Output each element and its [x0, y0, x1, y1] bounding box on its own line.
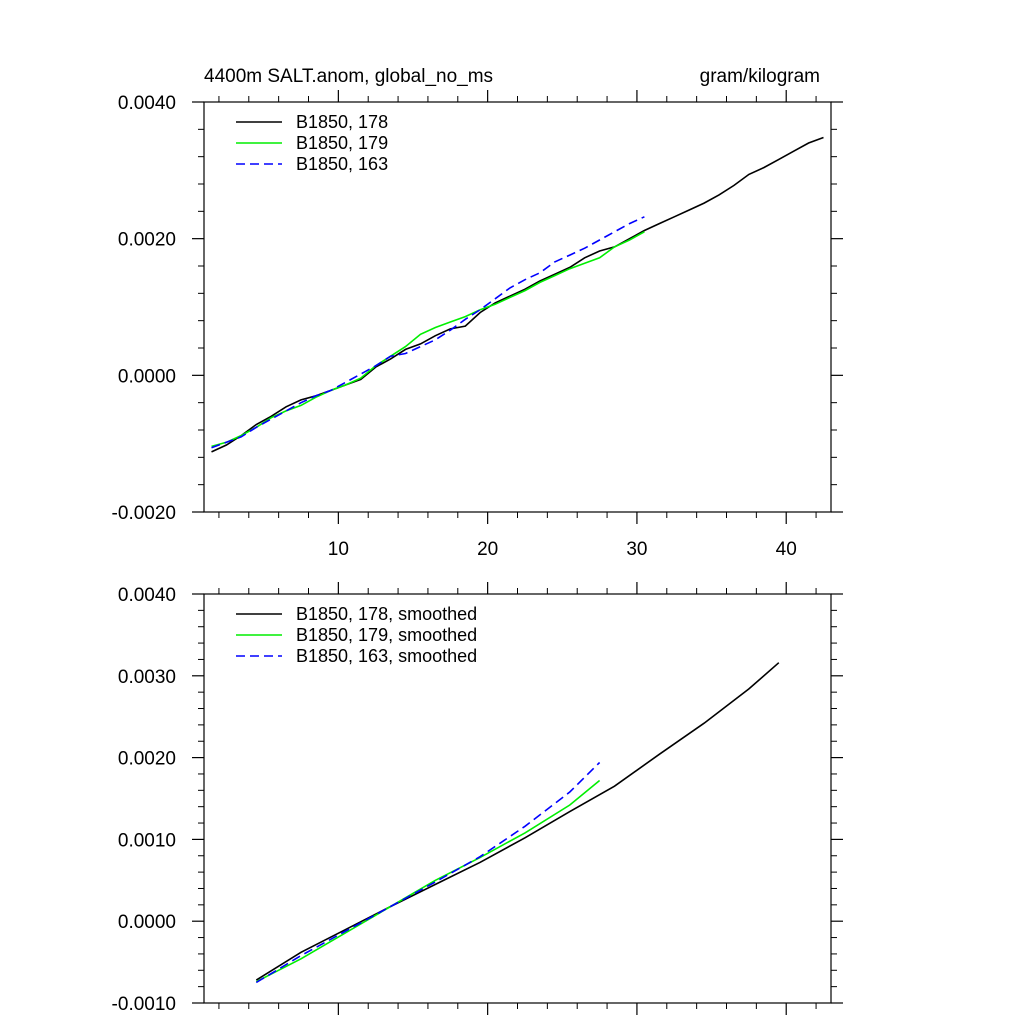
x-tick-label: 30: [626, 539, 647, 560]
y-tick-label: 0.0000: [118, 366, 176, 387]
chart-units: gram/kilogram: [700, 66, 820, 87]
y-tick-label: 0.0020: [118, 230, 176, 251]
x-tick-label: 10: [328, 539, 349, 560]
x-tick-label: 40: [776, 539, 797, 560]
series-line-2: [211, 231, 645, 448]
y-tick-label: 0.0010: [118, 830, 176, 851]
legend-label: B1850, 163, smoothed: [296, 646, 477, 666]
legend-label: B1850, 178, smoothed: [296, 604, 477, 624]
series-line-2: [255, 779, 601, 983]
series-line-1: [255, 662, 780, 981]
chart-title: 4400m SALT.anom, global_no_ms: [204, 66, 493, 87]
legend-label: B1850, 179, smoothed: [296, 625, 477, 645]
legend-label: B1850, 163: [296, 154, 388, 174]
bottom-panel: -0.0010 0.0000 0.0010 0.0020 0.0030 0.0040 B18…: [112, 582, 843, 1015]
legend-label: B1850, 179: [296, 133, 388, 153]
y-tick-label: -0.0020: [112, 503, 176, 524]
y-tick-label: 0.0000: [118, 912, 176, 933]
y-tick-label: 0.0040: [118, 93, 176, 114]
y-tick-label: -0.0010: [112, 994, 176, 1015]
series-line-3: [211, 216, 645, 449]
y-tick-label: 0.0020: [118, 749, 176, 770]
y-tick-label: 0.0040: [118, 585, 176, 606]
x-tick-label: 20: [477, 539, 498, 560]
top-panel: 10 20 30 40 -0.0020 0.0000 0.0020 0.0040 B1850, …: [112, 90, 843, 560]
legend-label: B1850, 178: [296, 112, 388, 132]
y-tick-label: 0.0030: [118, 667, 176, 688]
